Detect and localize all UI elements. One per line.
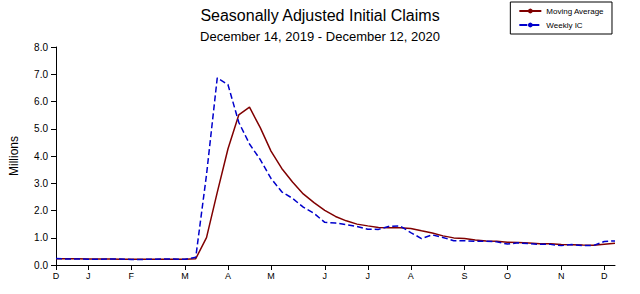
svg-text:J: J — [86, 271, 91, 281]
svg-text:0.0: 0.0 — [34, 260, 48, 271]
svg-text:7.0: 7.0 — [34, 69, 48, 80]
svg-text:Seasonally Adjusted Initial Cl: Seasonally Adjusted Initial Claims — [200, 7, 439, 24]
svg-text:N: N — [558, 271, 565, 281]
svg-text:S: S — [461, 271, 467, 281]
svg-text:December 14, 2019 - December 1: December 14, 2019 - December 12, 2020 — [200, 29, 440, 44]
svg-text:8.0: 8.0 — [34, 42, 48, 53]
svg-text:4.0: 4.0 — [34, 151, 48, 162]
svg-text:5.0: 5.0 — [34, 123, 48, 134]
svg-text:D: D — [601, 271, 608, 281]
svg-text:F: F — [129, 271, 135, 281]
svg-text:M: M — [267, 271, 275, 281]
svg-text:Moving Average: Moving Average — [546, 7, 604, 16]
svg-text:A: A — [225, 271, 231, 281]
svg-text:J: J — [366, 271, 371, 281]
svg-text:A: A — [408, 271, 414, 281]
svg-text:D: D — [53, 271, 60, 281]
svg-text:Millions: Millions — [7, 136, 21, 176]
svg-text:1.0: 1.0 — [34, 232, 48, 243]
svg-text:J: J — [323, 271, 328, 281]
svg-text:Weekly IC: Weekly IC — [546, 21, 583, 30]
svg-text:2.0: 2.0 — [34, 205, 48, 216]
svg-text:O: O — [504, 271, 511, 281]
svg-text:M: M — [181, 271, 189, 281]
svg-text:3.0: 3.0 — [34, 178, 48, 189]
svg-text:6.0: 6.0 — [34, 96, 48, 107]
